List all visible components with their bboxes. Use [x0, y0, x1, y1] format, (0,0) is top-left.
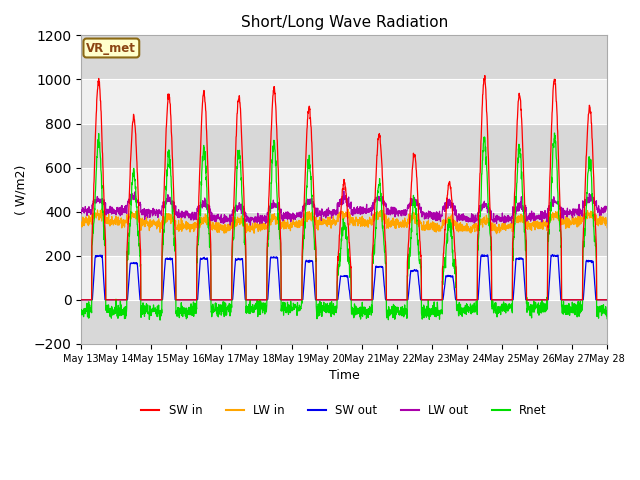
- SW in: [481, 72, 489, 78]
- Line: SW out: SW out: [81, 255, 607, 300]
- SW in: [557, 223, 564, 228]
- LW in: [557, 216, 565, 222]
- Line: SW in: SW in: [81, 75, 607, 300]
- SW in: [77, 297, 85, 303]
- LW out: [360, 207, 367, 213]
- Rnet: [557, 244, 565, 250]
- Bar: [81, 256, 607, 300]
- Rnet: [550, 130, 558, 136]
- Bar: [81, 300, 607, 344]
- Line: LW in: LW in: [81, 209, 607, 234]
- SW in: [359, 297, 367, 303]
- Legend: SW in, LW in, SW out, LW out, Rnet: SW in, LW in, SW out, LW out, Rnet: [137, 399, 552, 421]
- LW in: [98, 206, 106, 212]
- LW in: [77, 223, 85, 228]
- Bar: [81, 168, 607, 212]
- LW in: [497, 225, 505, 231]
- Rnet: [497, 307, 505, 313]
- SW out: [604, 297, 611, 303]
- LW out: [371, 199, 379, 204]
- LW out: [227, 222, 234, 228]
- Bar: [81, 212, 607, 256]
- LW out: [557, 205, 565, 211]
- Line: LW out: LW out: [81, 191, 607, 225]
- Rnet: [572, 301, 580, 307]
- LW in: [371, 215, 378, 221]
- SW in: [371, 210, 378, 216]
- Rnet: [224, 303, 232, 309]
- Title: Short/Long Wave Radiation: Short/Long Wave Radiation: [241, 15, 448, 30]
- LW out: [224, 219, 232, 225]
- LW out: [77, 209, 85, 215]
- SW in: [224, 297, 232, 303]
- LW out: [497, 218, 505, 224]
- SW in: [497, 297, 505, 303]
- SW out: [371, 278, 378, 284]
- SW out: [557, 297, 564, 303]
- Bar: [81, 36, 607, 79]
- SW out: [77, 297, 85, 303]
- LW in: [604, 225, 611, 230]
- Rnet: [77, 311, 85, 316]
- LW in: [224, 221, 232, 227]
- Bar: [81, 123, 607, 168]
- X-axis label: Time: Time: [329, 369, 360, 382]
- LW out: [604, 206, 611, 212]
- SW out: [549, 252, 557, 258]
- Rnet: [360, 308, 367, 313]
- LW in: [493, 231, 500, 237]
- SW out: [224, 297, 232, 303]
- LW in: [572, 215, 580, 221]
- Rnet: [371, 244, 378, 250]
- SW out: [497, 297, 504, 303]
- Bar: [81, 79, 607, 123]
- Rnet: [604, 316, 611, 322]
- Rnet: [156, 317, 164, 323]
- Text: VR_met: VR_met: [86, 41, 136, 55]
- LW out: [572, 210, 580, 216]
- LW in: [360, 221, 367, 227]
- SW in: [572, 297, 579, 303]
- LW out: [340, 188, 348, 194]
- Line: Rnet: Rnet: [81, 133, 607, 320]
- SW in: [604, 297, 611, 303]
- SW out: [572, 297, 579, 303]
- Y-axis label: ( W/m2): ( W/m2): [15, 165, 28, 215]
- SW out: [359, 297, 367, 303]
